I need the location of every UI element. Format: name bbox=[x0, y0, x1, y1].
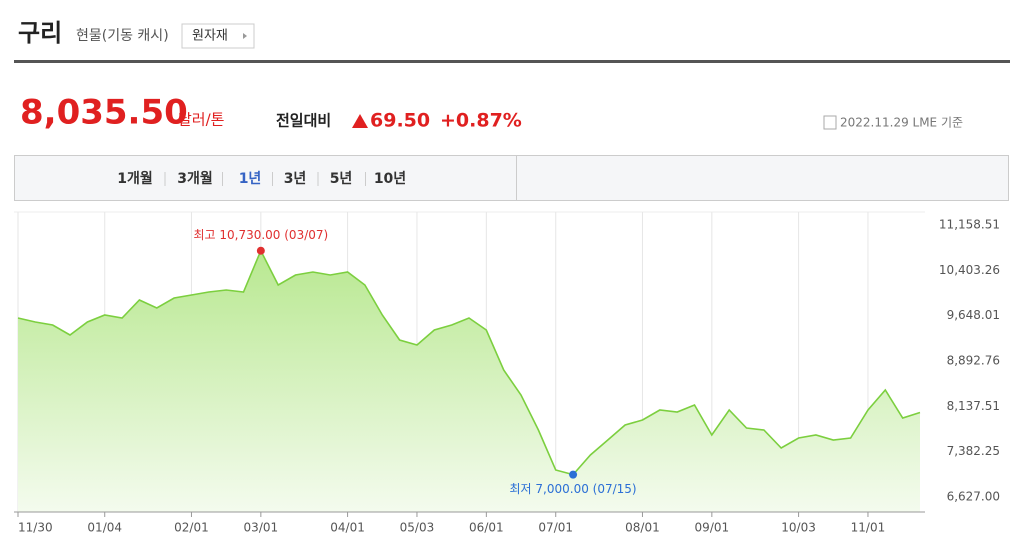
tab[interactable]: 3개월 bbox=[177, 170, 213, 187]
x-tick-label: 06/01 bbox=[469, 521, 504, 535]
x-tick-label: 05/03 bbox=[400, 521, 435, 535]
tab-bar bbox=[14, 155, 1009, 201]
x-tick-label: 01/04 bbox=[87, 521, 122, 535]
title: 구리 bbox=[18, 19, 62, 47]
button[interactable] bbox=[181, 23, 255, 49]
y-tick-label: 9,648.01 bbox=[947, 308, 1000, 322]
up-arrow bbox=[352, 114, 368, 128]
y-tick-label: 8,892.76 bbox=[947, 353, 1000, 367]
y-tick-label: 10,403.26 bbox=[939, 263, 1000, 277]
y-tick-label: 6,627.00 bbox=[947, 490, 1000, 504]
annotation: 최고 10,730.00 (03/07) bbox=[193, 228, 328, 242]
subtitle: 현물(기동 캐시) bbox=[76, 28, 169, 44]
date: 2022.11.29 LME 기준 bbox=[840, 116, 963, 130]
unit: 달러/톤 bbox=[178, 111, 224, 129]
extreme-point bbox=[256, 246, 265, 255]
tab[interactable]: 3년 bbox=[284, 171, 307, 187]
area bbox=[18, 250, 920, 512]
extreme-point bbox=[569, 470, 578, 479]
tab[interactable]: 5년 bbox=[330, 171, 353, 187]
tab[interactable]: 10년 bbox=[374, 171, 406, 187]
date-icon bbox=[823, 115, 837, 130]
y-tick-label: 7,382.25 bbox=[947, 444, 1000, 458]
x-tick-label: 07/01 bbox=[538, 521, 573, 535]
x-tick-label: 04/01 bbox=[330, 521, 365, 535]
x-tick-label: 11/30 bbox=[18, 521, 53, 535]
price: 8,035.50 bbox=[20, 93, 188, 133]
x-tick-label: 10/03 bbox=[781, 521, 816, 535]
x-tick-label: 03/01 bbox=[244, 521, 279, 535]
line bbox=[17, 248, 921, 476]
y-tick-label: 8,137.51 bbox=[947, 399, 1000, 413]
change-pct: +0.87% bbox=[440, 110, 522, 132]
separator bbox=[14, 60, 1010, 63]
x-tick-label: 11/01 bbox=[851, 521, 886, 535]
x-tick-label: 02/01 bbox=[174, 521, 209, 535]
tab[interactable]: 1개월 bbox=[117, 170, 153, 187]
y-tick-label: 11,158.51 bbox=[939, 218, 1000, 232]
annotation: 최저 7,000.00 (07/15) bbox=[510, 482, 637, 496]
button-arrow bbox=[243, 33, 247, 39]
change-label: 전일대비 bbox=[276, 112, 331, 130]
x-tick-label: 09/01 bbox=[695, 521, 730, 535]
change: 69.50 bbox=[370, 110, 430, 132]
button-label[interactable]: 원자재 bbox=[192, 29, 228, 44]
x-tick-label: 08/01 bbox=[625, 521, 660, 535]
tab[interactable]: 1년 bbox=[239, 171, 262, 187]
